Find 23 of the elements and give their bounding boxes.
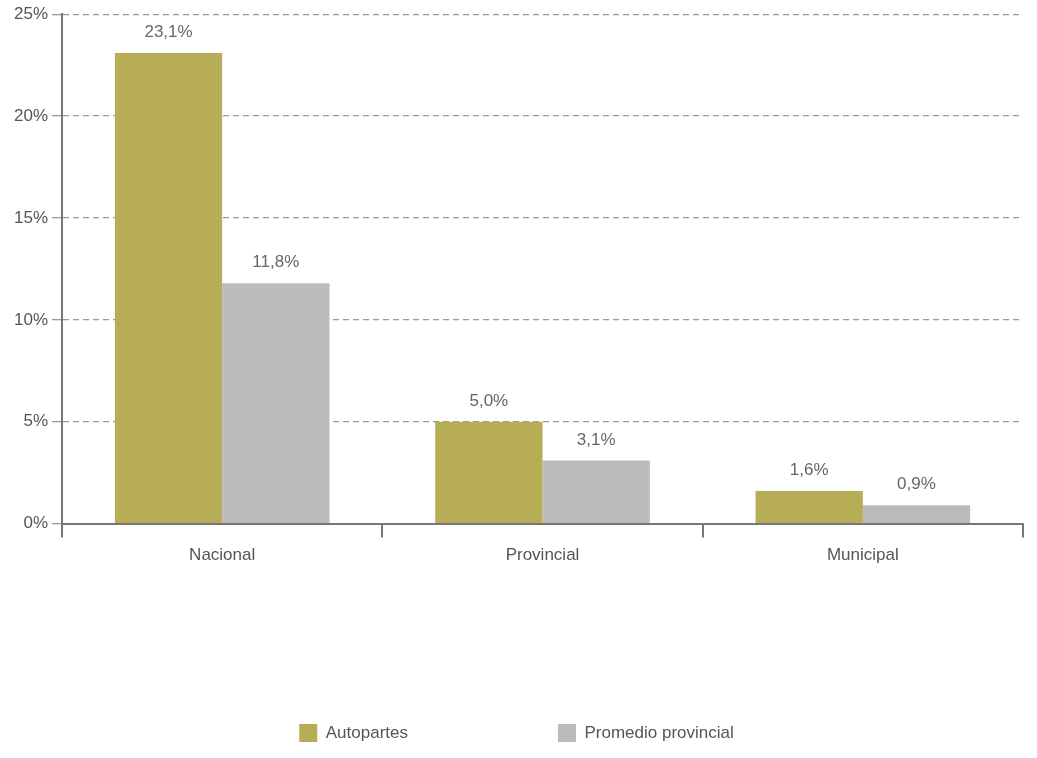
bar: [542, 460, 650, 523]
bar: [222, 283, 330, 523]
legend-label: Autopartes: [325, 722, 408, 742]
y-tick-label: 5%: [23, 411, 49, 431]
bar: [435, 421, 543, 523]
bar: [114, 52, 223, 523]
x-tick-label: Municipal: [826, 545, 899, 565]
y-tick-label: 25%: [13, 3, 49, 23]
x-tick-label: Nacional: [189, 545, 256, 565]
legend-label: Promedio provincial: [584, 722, 734, 742]
bar: [862, 505, 971, 523]
data-label: 3,1%: [576, 429, 616, 449]
bar: [755, 491, 863, 523]
y-tick-label: 20%: [13, 105, 49, 125]
data-label: 5,0%: [469, 390, 509, 410]
data-label: 0,9%: [897, 474, 936, 494]
data-label: 1,6%: [789, 460, 829, 480]
y-tick-label: 0%: [23, 513, 49, 533]
data-label: 11,8%: [252, 252, 300, 272]
y-tick-label: 10%: [13, 309, 49, 329]
x-tick-label: Provincial: [505, 545, 580, 565]
data-label: 23,1%: [144, 22, 193, 42]
y-tick-label: 15%: [13, 207, 49, 227]
